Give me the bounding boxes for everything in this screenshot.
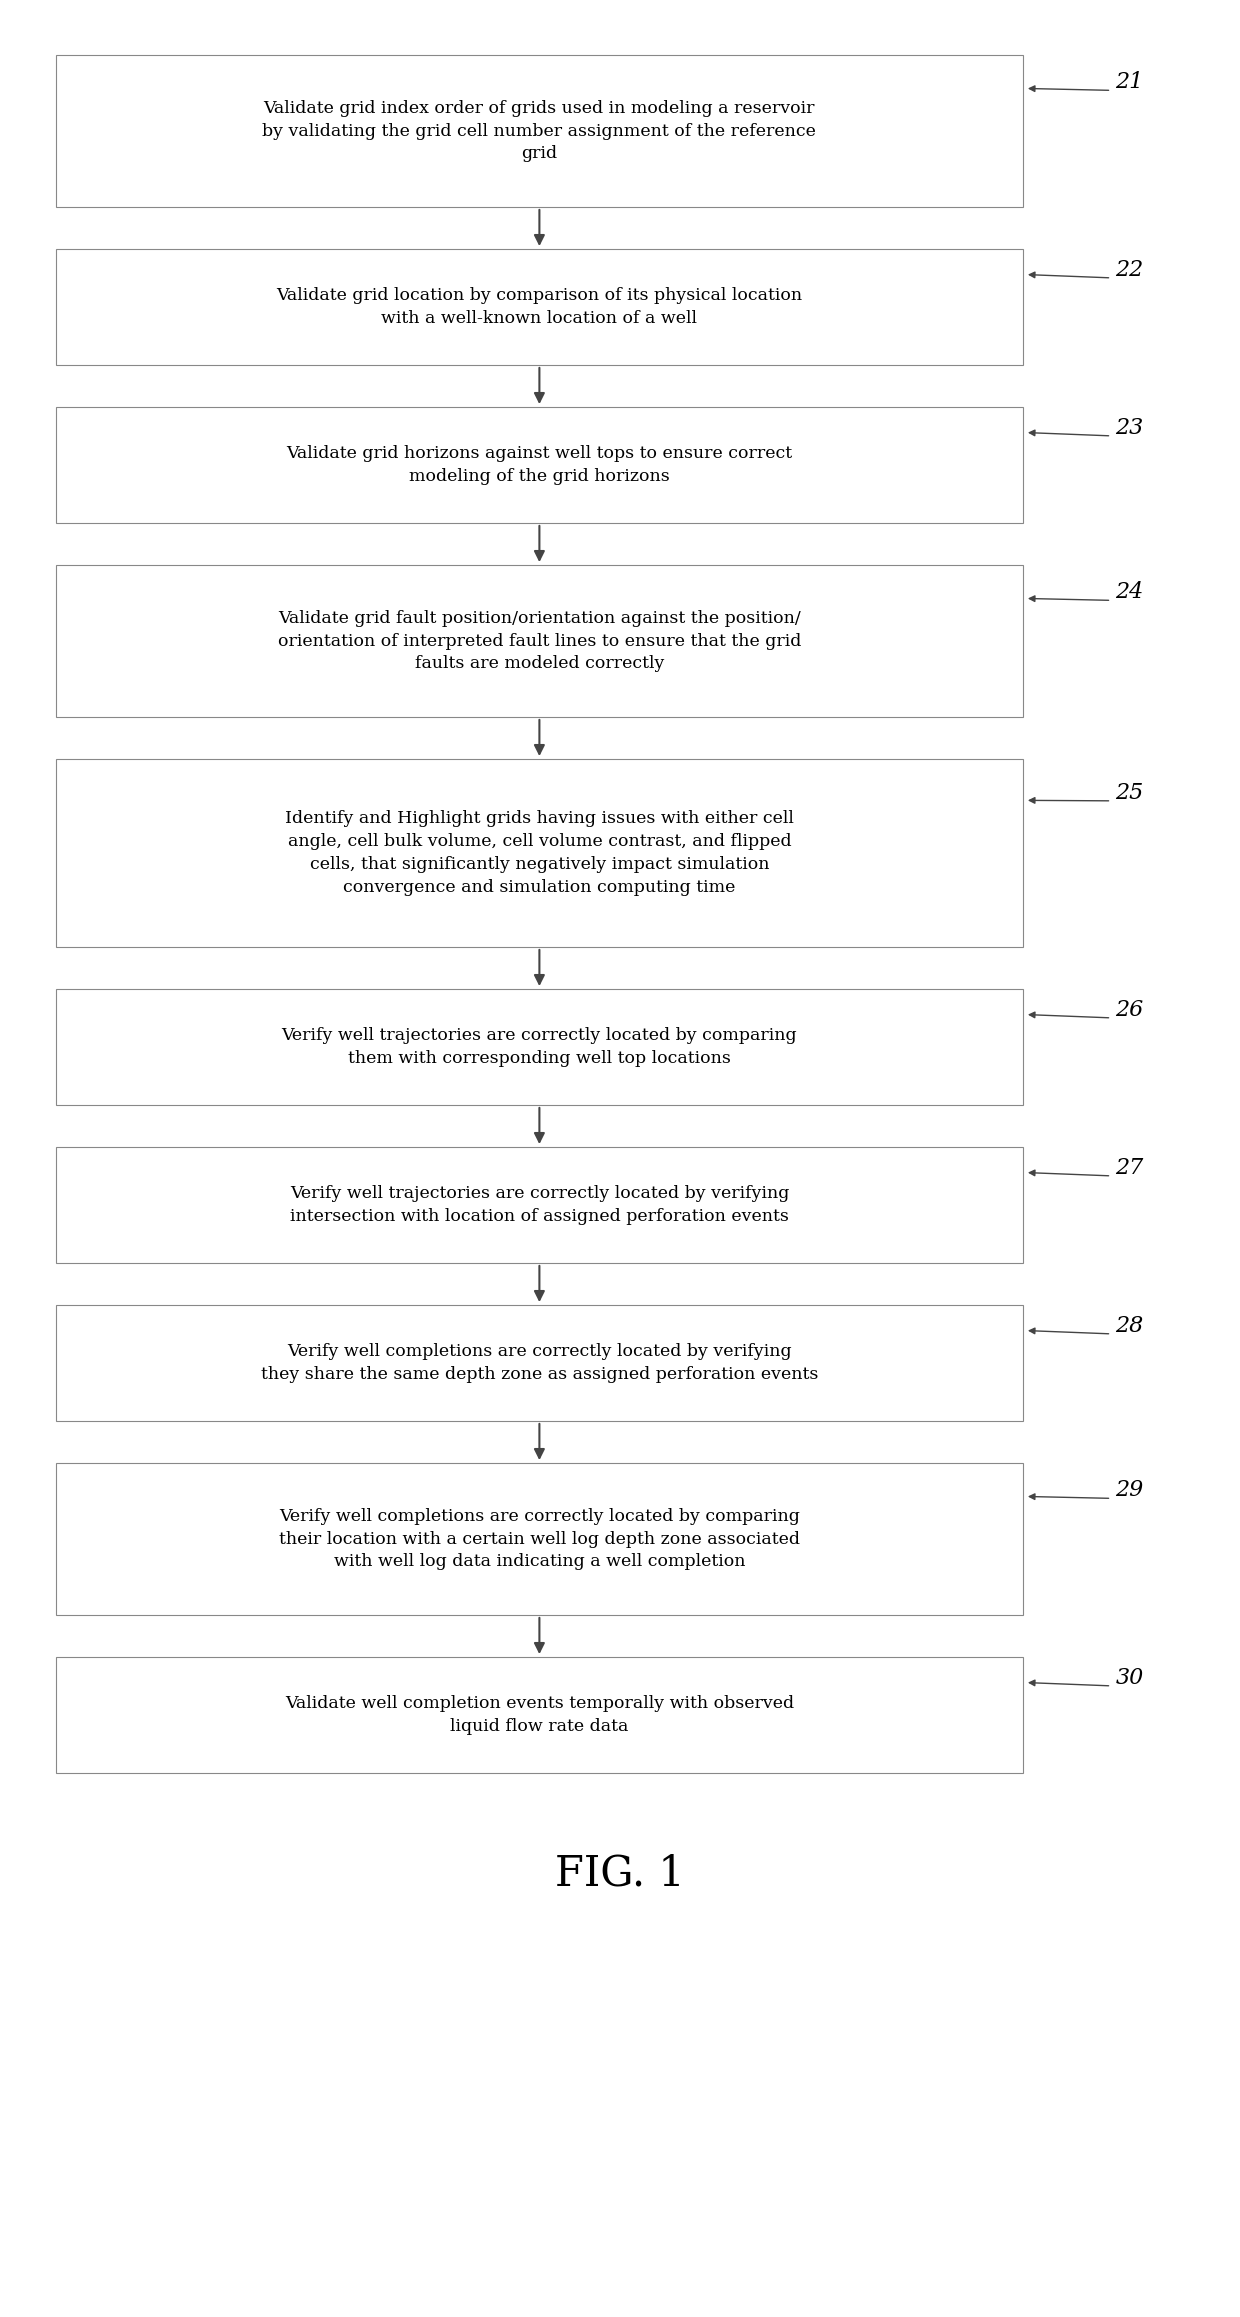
Text: Validate well completion events temporally with observed
liquid flow rate data: Validate well completion events temporal… xyxy=(285,1696,794,1735)
Text: FIG. 1: FIG. 1 xyxy=(556,1854,684,1895)
Bar xyxy=(56,408,1023,524)
Text: 25: 25 xyxy=(1116,781,1143,804)
Bar xyxy=(56,565,1023,716)
Bar xyxy=(56,1147,1023,1263)
Text: Validate grid fault position/orientation against the position/
orientation of in: Validate grid fault position/orientation… xyxy=(278,609,801,672)
Text: 21: 21 xyxy=(1116,72,1143,93)
Text: 27: 27 xyxy=(1116,1156,1143,1179)
Bar xyxy=(56,1657,1023,1773)
Bar xyxy=(56,1462,1023,1615)
Text: 24: 24 xyxy=(1116,582,1143,602)
Bar xyxy=(56,56,1023,206)
Bar xyxy=(56,1304,1023,1420)
Text: Verify well trajectories are correctly located by verifying
intersection with lo: Verify well trajectories are correctly l… xyxy=(290,1184,789,1226)
Text: Verify well completions are correctly located by verifying
they share the same d: Verify well completions are correctly lo… xyxy=(260,1344,818,1383)
Text: 22: 22 xyxy=(1116,260,1143,280)
Bar xyxy=(56,248,1023,366)
Text: Verify well completions are correctly located by comparing
their location with a: Verify well completions are correctly lo… xyxy=(279,1508,800,1571)
Text: 30: 30 xyxy=(1116,1666,1143,1689)
Text: 26: 26 xyxy=(1116,999,1143,1022)
Text: Verify well trajectories are correctly located by comparing
them with correspond: Verify well trajectories are correctly l… xyxy=(281,1026,797,1066)
Text: 23: 23 xyxy=(1116,417,1143,438)
Text: 29: 29 xyxy=(1116,1478,1143,1501)
Text: Validate grid horizons against well tops to ensure correct
modeling of the grid : Validate grid horizons against well tops… xyxy=(286,445,792,484)
Bar xyxy=(56,989,1023,1105)
Text: 28: 28 xyxy=(1116,1314,1143,1337)
Text: Validate grid index order of grids used in modeling a reservoir
by validating th: Validate grid index order of grids used … xyxy=(263,100,816,162)
Text: Validate grid location by comparison of its physical location
with a well-known : Validate grid location by comparison of … xyxy=(277,287,802,327)
Text: Identify and Highlight grids having issues with either cell
angle, cell bulk vol: Identify and Highlight grids having issu… xyxy=(285,811,794,897)
Bar xyxy=(56,760,1023,948)
